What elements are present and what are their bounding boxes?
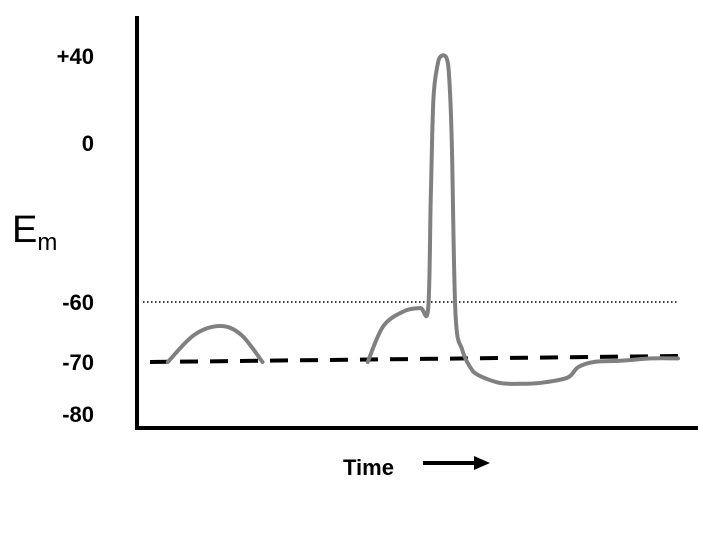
y-tick-label: -60 (62, 290, 94, 315)
y-tick-label: 0 (82, 131, 94, 156)
y-tick-label: -70 (62, 350, 94, 375)
membrane-potential-traces (165, 53, 680, 386)
arrow-right-icon (423, 456, 490, 470)
y-tick-label: +40 (57, 44, 94, 69)
subthreshold-epsp-trace (165, 324, 265, 364)
action-potential-trace (365, 53, 680, 386)
x-axis-label: Time (343, 455, 394, 480)
y-tick-label: -80 (62, 402, 94, 427)
y-axis-label: Em (12, 209, 57, 256)
y-tick-labels: +40 0 -60 -70 -80 (57, 44, 94, 427)
